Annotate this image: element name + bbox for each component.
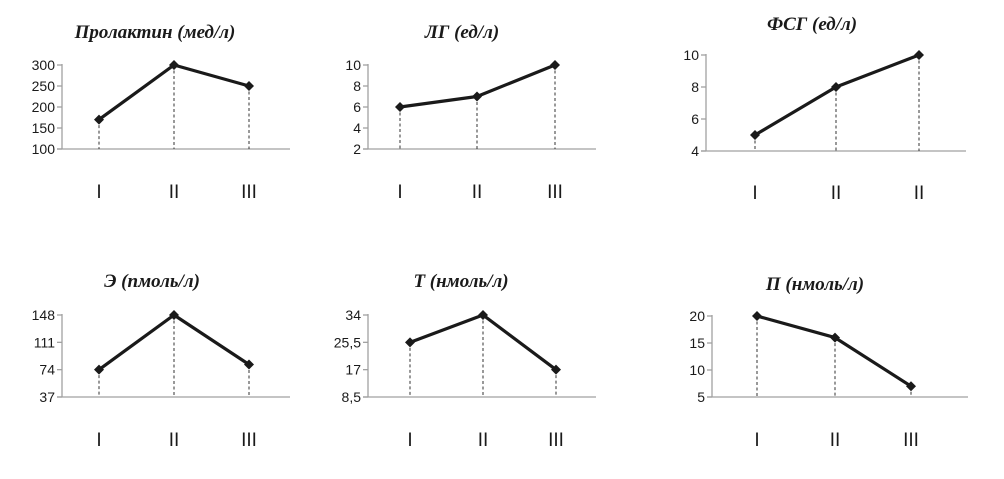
data-point-marker xyxy=(914,50,924,60)
y-tick-label: 10 xyxy=(683,47,699,63)
y-tick-label: 17 xyxy=(345,362,361,378)
chart-title: Пролактин (мед/л) xyxy=(74,22,236,43)
x-category-label: I xyxy=(397,182,402,203)
x-category-label: II xyxy=(830,430,841,451)
x-category-label: II xyxy=(478,430,489,451)
y-tick-label: 111 xyxy=(34,334,55,350)
data-point-marker xyxy=(395,102,405,112)
data-point-marker xyxy=(405,337,415,348)
y-tick-label: 2 xyxy=(353,141,361,157)
data-point-marker xyxy=(244,81,254,91)
data-point-marker xyxy=(478,310,488,320)
y-tick-label: 4 xyxy=(691,143,699,159)
data-point-marker xyxy=(551,364,561,375)
y-tick-label: 20 xyxy=(689,308,705,324)
series-line xyxy=(754,53,920,137)
x-category-label: II xyxy=(169,182,180,203)
x-category-label: I xyxy=(754,430,759,451)
chart-title: ФСГ (ед/л) xyxy=(767,14,857,35)
y-tick-label: 10 xyxy=(345,57,361,73)
chart-title: П (нмоль/л) xyxy=(765,274,864,295)
y-tick-label: 5 xyxy=(697,389,705,405)
data-point-marker xyxy=(244,359,254,370)
y-tick-label: 8 xyxy=(353,78,361,94)
x-category-label: I xyxy=(96,182,101,203)
data-point-marker xyxy=(472,91,482,102)
y-tick-label: 37 xyxy=(39,389,55,405)
data-point-marker xyxy=(94,364,104,375)
y-tick-label: 74 xyxy=(39,362,55,378)
x-category-label: II xyxy=(472,182,483,203)
x-category-label: II xyxy=(169,430,180,451)
data-point-marker xyxy=(169,310,179,320)
data-point-marker xyxy=(169,60,179,70)
y-tick-label: 250 xyxy=(32,78,56,94)
y-tick-label: 6 xyxy=(691,111,699,127)
x-category-label: II xyxy=(914,183,925,204)
y-tick-label: 300 xyxy=(32,57,56,73)
chart-title: ЛГ (ед/л) xyxy=(424,22,499,43)
x-category-label: III xyxy=(548,430,564,451)
x-category-label: III xyxy=(547,182,563,203)
x-category-label: I xyxy=(407,430,412,451)
y-tick-label: 100 xyxy=(32,141,56,157)
data-point-marker xyxy=(906,381,916,392)
series-line xyxy=(756,314,912,388)
x-category-label: II xyxy=(831,183,842,204)
y-tick-label: 34 xyxy=(345,307,361,323)
x-category-label: III xyxy=(241,430,257,451)
data-point-marker xyxy=(831,82,841,92)
chart-title: Т (нмоль/л) xyxy=(413,271,508,292)
y-tick-label: 8,5 xyxy=(342,389,362,405)
x-category-label: I xyxy=(96,430,101,451)
data-point-marker xyxy=(750,130,760,140)
y-tick-label: 15 xyxy=(689,335,705,351)
y-tick-label: 10 xyxy=(689,362,705,378)
data-point-marker xyxy=(752,311,762,321)
x-category-label: III xyxy=(241,182,257,203)
data-point-marker xyxy=(550,60,560,70)
chart-title: Э (пмоль/л) xyxy=(104,271,200,292)
y-tick-label: 150 xyxy=(32,120,56,136)
y-tick-label: 25,5 xyxy=(334,334,361,350)
y-tick-label: 200 xyxy=(32,99,56,115)
y-tick-label: 148 xyxy=(32,307,56,323)
y-tick-label: 4 xyxy=(353,120,361,136)
data-point-marker xyxy=(94,114,104,125)
y-tick-label: 8 xyxy=(691,79,699,95)
y-tick-label: 6 xyxy=(353,99,361,115)
x-category-label: I xyxy=(752,183,757,204)
data-point-marker xyxy=(830,332,840,343)
x-category-label: III xyxy=(903,430,919,451)
